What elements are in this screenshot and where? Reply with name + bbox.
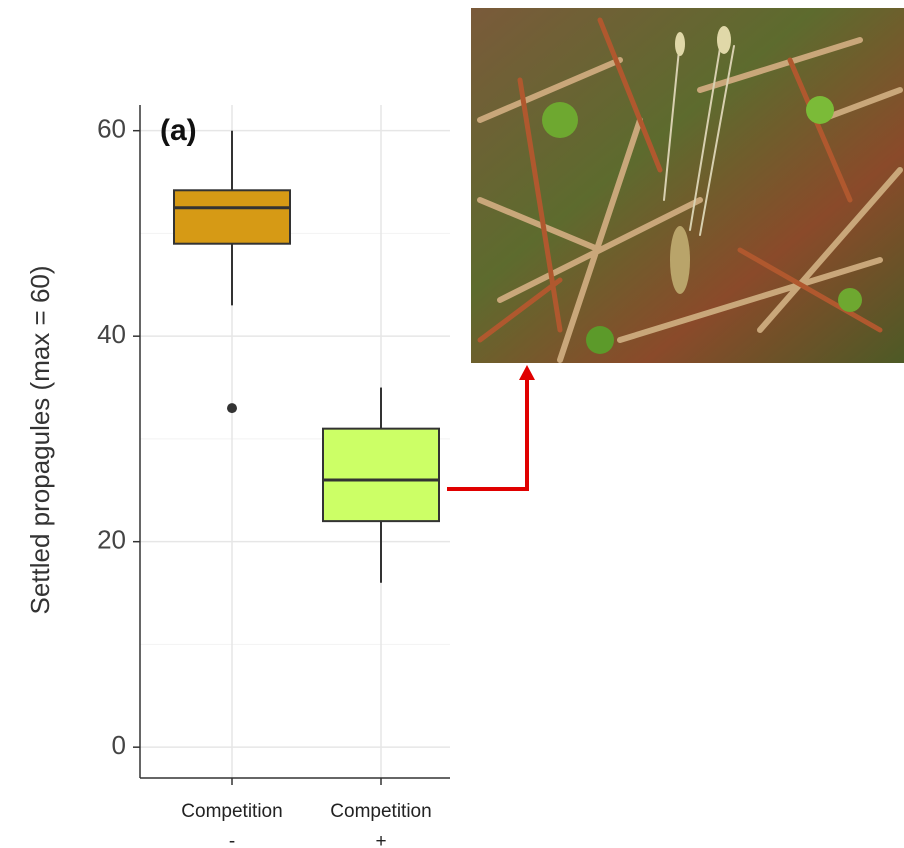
box	[323, 429, 439, 521]
photo	[471, 8, 904, 363]
outlier	[227, 403, 237, 413]
box	[174, 190, 290, 243]
x-tick-label: Competition+	[330, 801, 431, 848]
y-axis-label: Settled propagules (max = 60)	[25, 265, 55, 614]
y-tick-label: 60	[97, 114, 126, 144]
y-tick-label: 0	[112, 730, 126, 760]
chart: 0 20 40 60 Competition- Competition+ (a) Sett…	[0, 0, 904, 848]
y-tick-label: 20	[97, 525, 126, 555]
y-tick-label: 40	[97, 319, 126, 349]
panel-label: (a)	[160, 114, 197, 147]
arrow-head	[519, 365, 535, 380]
x-tick-label: Competition-	[181, 801, 282, 848]
arrow	[447, 378, 527, 489]
